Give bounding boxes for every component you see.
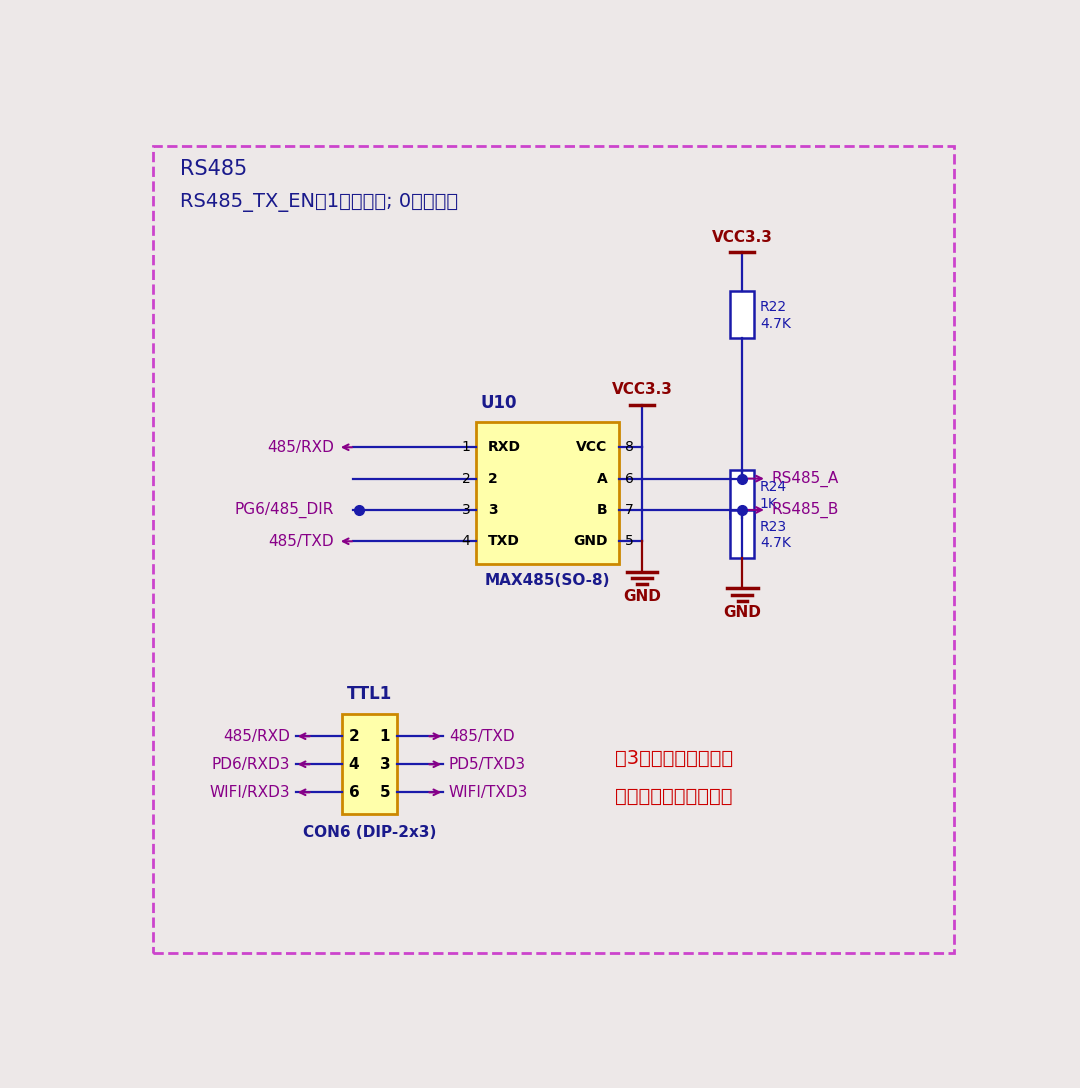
Text: VCC3.3: VCC3.3 bbox=[712, 230, 772, 245]
Text: 485/TXD: 485/TXD bbox=[269, 534, 334, 548]
Text: TXD: TXD bbox=[488, 534, 519, 548]
Text: 4.7K: 4.7K bbox=[760, 317, 791, 331]
Text: R22: R22 bbox=[760, 300, 787, 314]
Text: 2: 2 bbox=[488, 471, 498, 485]
Text: TTL1: TTL1 bbox=[347, 685, 392, 704]
Text: 1: 1 bbox=[380, 729, 390, 744]
Text: VCC3.3: VCC3.3 bbox=[611, 382, 673, 397]
Text: RS485_TX_EN：1发送使能; 0发送禁止: RS485_TX_EN：1发送使能; 0发送禁止 bbox=[180, 193, 458, 212]
Text: MAX485(SO-8): MAX485(SO-8) bbox=[485, 573, 610, 589]
Text: 5: 5 bbox=[379, 784, 390, 800]
Text: RS485: RS485 bbox=[180, 159, 247, 180]
Text: R23: R23 bbox=[760, 520, 787, 533]
Text: PD6/RXD3: PD6/RXD3 bbox=[212, 757, 291, 771]
Text: 2: 2 bbox=[349, 729, 360, 744]
Text: 这3个电阻缺省不贴，: 这3个电阻缺省不贴， bbox=[616, 749, 733, 768]
Text: 1: 1 bbox=[461, 441, 471, 455]
Text: R24: R24 bbox=[760, 480, 787, 494]
Text: 7: 7 bbox=[625, 503, 634, 517]
Text: 4.7K: 4.7K bbox=[760, 536, 791, 551]
Text: 1K: 1K bbox=[760, 497, 778, 511]
Text: 6: 6 bbox=[349, 784, 360, 800]
Text: 5: 5 bbox=[625, 534, 634, 548]
Text: 6: 6 bbox=[625, 471, 634, 485]
Text: RXD: RXD bbox=[488, 441, 521, 455]
Text: B: B bbox=[597, 503, 607, 517]
Text: RS485_B: RS485_B bbox=[771, 502, 839, 518]
Text: 3: 3 bbox=[379, 757, 390, 771]
Text: RS485_A: RS485_A bbox=[771, 470, 839, 486]
Text: 8: 8 bbox=[625, 441, 634, 455]
Text: GND: GND bbox=[724, 605, 761, 620]
Bar bbox=[730, 510, 755, 558]
Text: WIFI/TXD3: WIFI/TXD3 bbox=[449, 784, 528, 800]
Bar bbox=[341, 714, 397, 814]
Text: 2: 2 bbox=[461, 471, 471, 485]
Text: 485/RXD: 485/RXD bbox=[267, 440, 334, 455]
Text: 3: 3 bbox=[488, 503, 498, 517]
Bar bbox=[730, 470, 755, 518]
Bar bbox=[730, 290, 755, 338]
Text: 485/RXD: 485/RXD bbox=[224, 729, 291, 744]
Bar bbox=[476, 422, 619, 564]
Text: VCC: VCC bbox=[576, 441, 607, 455]
Text: 485/TXD: 485/TXD bbox=[449, 729, 514, 744]
Text: GND: GND bbox=[572, 534, 607, 548]
Text: CON6 (DIP-2x3): CON6 (DIP-2x3) bbox=[302, 825, 436, 840]
Text: 客户根据需要自行贴装: 客户根据需要自行贴装 bbox=[616, 788, 732, 806]
Text: WIFI/RXD3: WIFI/RXD3 bbox=[210, 784, 291, 800]
Text: PD5/TXD3: PD5/TXD3 bbox=[449, 757, 526, 771]
Text: 4: 4 bbox=[461, 534, 471, 548]
Text: U10: U10 bbox=[481, 394, 517, 412]
Text: PG6/485_DIR: PG6/485_DIR bbox=[234, 502, 334, 518]
Text: GND: GND bbox=[623, 589, 661, 604]
Text: 4: 4 bbox=[349, 757, 360, 771]
Text: A: A bbox=[596, 471, 607, 485]
Text: 3: 3 bbox=[461, 503, 471, 517]
